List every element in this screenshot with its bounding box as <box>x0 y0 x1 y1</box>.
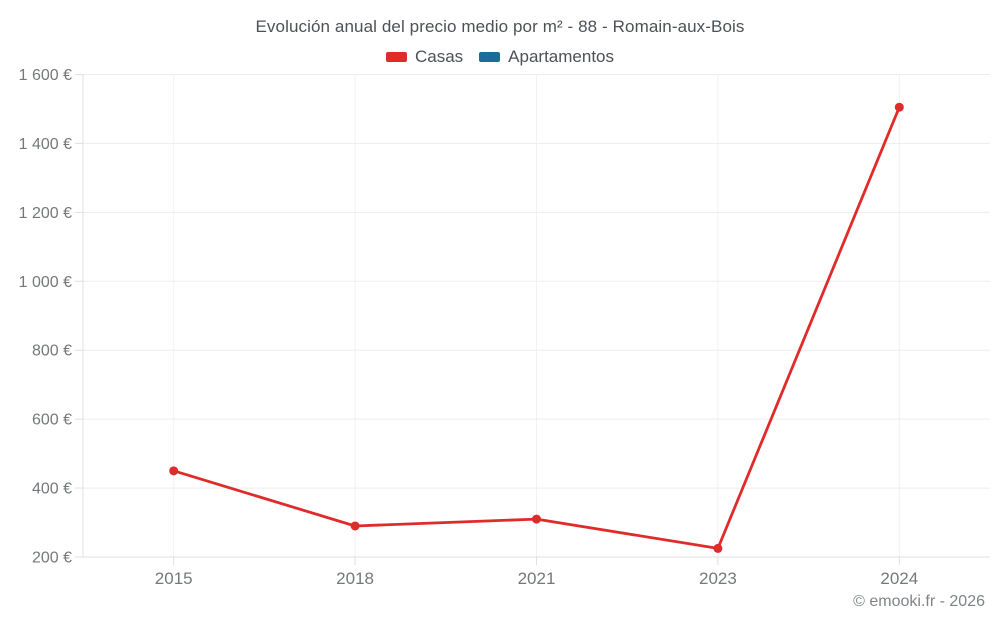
y-axis-label: 600 € <box>32 412 72 429</box>
legend-item-casas[interactable]: Casas <box>385 47 464 67</box>
y-axis-label: 800 € <box>32 343 72 360</box>
chart-title: Evolución anual del precio medio por m² … <box>255 17 745 36</box>
data-point-casas[interactable] <box>169 466 179 476</box>
x-axis-label: 2021 <box>518 569 556 588</box>
legend-label: Casas <box>414 47 464 66</box>
legend-item-apartamentos[interactable]: Apartamentos <box>479 47 614 67</box>
y-axis-label: 1 000 € <box>19 274 72 291</box>
copyright-text: © emooki.fr - 2026 <box>853 593 985 610</box>
y-axis-label: 400 € <box>32 481 72 498</box>
y-axis-label: 1 600 € <box>19 67 72 84</box>
legend-swatch-icon <box>385 52 407 62</box>
y-axis-label: 1 200 € <box>19 205 72 222</box>
legend-label: Apartamentos <box>508 47 615 66</box>
legend-swatch-icon <box>479 52 501 62</box>
y-axis-label: 1 400 € <box>19 136 72 153</box>
legend: Casas Apartamentos <box>0 47 1000 67</box>
data-point-casas[interactable] <box>894 102 904 112</box>
data-point-casas[interactable] <box>350 521 360 531</box>
data-point-casas[interactable] <box>532 514 541 524</box>
data-point-casas[interactable] <box>713 543 723 553</box>
y-axis-label: 200 € <box>32 550 72 567</box>
x-axis-label: 2015 <box>155 569 193 588</box>
x-axis-label: 2018 <box>336 569 374 588</box>
x-axis-label: 2024 <box>880 569 918 588</box>
x-axis-label: 2023 <box>699 569 737 588</box>
